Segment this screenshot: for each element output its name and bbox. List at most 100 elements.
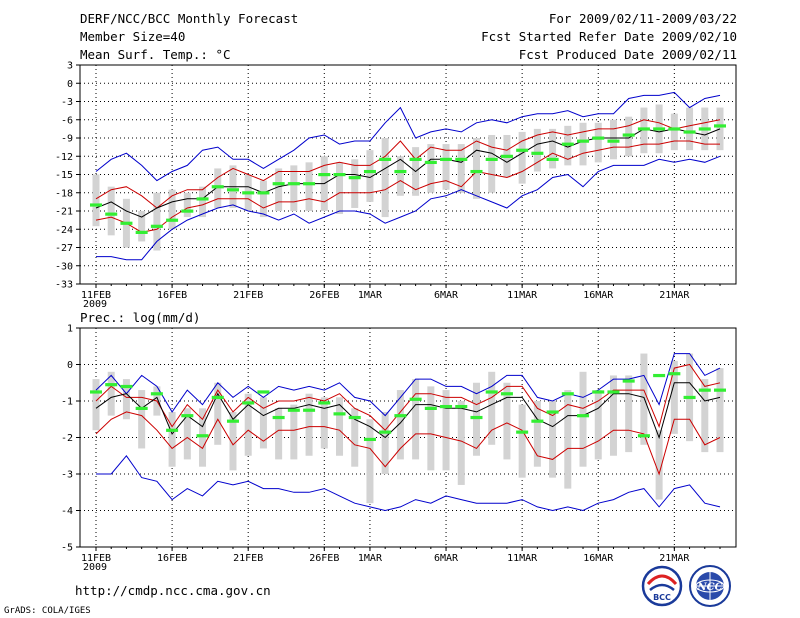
temperature-member-mark bbox=[668, 127, 681, 131]
temperature-member-mark bbox=[242, 191, 255, 195]
temperature-spread-box bbox=[472, 138, 480, 199]
precipitation-member-mark bbox=[500, 392, 513, 396]
precipitation-xtick-label: 16FEB bbox=[157, 553, 187, 564]
temperature-member-mark bbox=[135, 230, 148, 234]
precipitation-member-mark bbox=[226, 419, 239, 423]
precipitation-member-mark bbox=[150, 392, 163, 396]
precipitation-spread-box bbox=[214, 382, 222, 445]
temperature-member-mark bbox=[485, 157, 498, 161]
temperature-ytick-label: -27 bbox=[55, 243, 73, 254]
precipitation-member-mark bbox=[668, 372, 681, 376]
precipitation-spread-box bbox=[488, 371, 496, 445]
temperature-member-mark bbox=[272, 182, 285, 186]
precipitation-member-mark bbox=[211, 395, 224, 400]
precipitation-spread-box bbox=[381, 411, 389, 474]
precipitation-member-mark bbox=[257, 390, 270, 394]
temperature-member-mark bbox=[653, 127, 666, 131]
variable-label: Mean Surf. Temp.: °C bbox=[80, 47, 231, 62]
temperature-spread-box bbox=[107, 186, 115, 236]
precipitation-series-mean bbox=[95, 382, 721, 440]
precipitation-ytick-label: -3 bbox=[61, 470, 73, 481]
precipitation-spread-box bbox=[412, 379, 420, 460]
precipitation-member-mark bbox=[135, 406, 148, 410]
precipitation-spread-box bbox=[259, 397, 267, 449]
precipitation-series-upper bbox=[95, 363, 721, 431]
ncc-logo: NCC bbox=[689, 565, 731, 607]
precipitation-spread-box bbox=[564, 390, 572, 489]
temperature-member-mark bbox=[714, 124, 726, 128]
temperature-member-mark bbox=[363, 169, 376, 174]
precipitation-spread-box bbox=[716, 368, 724, 453]
precipitation-spread-box bbox=[472, 382, 480, 456]
precipitation-spread-box bbox=[366, 419, 374, 504]
temperature-member-mark bbox=[394, 169, 407, 174]
precipitation-member-mark bbox=[348, 415, 361, 420]
precipitation-xtick-label: 26FEB bbox=[309, 553, 339, 564]
temperature-member-mark bbox=[318, 173, 331, 177]
precipitation-spread-box bbox=[594, 390, 602, 460]
precipitation-member-mark bbox=[653, 373, 666, 378]
precipitation-member-mark bbox=[409, 397, 422, 401]
precipitation-member-mark bbox=[546, 410, 559, 414]
precipitation-spread-box bbox=[640, 353, 648, 445]
precipitation-member-mark bbox=[333, 412, 346, 416]
precipitation-spread-box bbox=[92, 379, 100, 431]
precipitation-xtick-label: 21MAR bbox=[659, 553, 690, 564]
precipitation-spread-box bbox=[351, 408, 359, 467]
temperature-series-max bbox=[95, 91, 721, 182]
temperature-member-mark bbox=[90, 203, 102, 207]
precipitation-spread-box bbox=[533, 401, 541, 467]
precipitation-member-mark bbox=[455, 404, 468, 409]
temperature-spread-box bbox=[351, 159, 359, 208]
precipitation-spread-box bbox=[138, 390, 146, 449]
precipitation-spread-box bbox=[442, 390, 450, 471]
precipitation-spread-box bbox=[244, 393, 252, 456]
temperature-xtick-label: 16FEB bbox=[157, 290, 187, 301]
temperature-member-mark bbox=[333, 173, 346, 177]
temperature-spread-box bbox=[305, 162, 313, 211]
precipitation-series-max bbox=[95, 353, 721, 417]
temperature-ytick-label: -18 bbox=[55, 188, 73, 199]
fcst-started-label: Fcst Started Refer Date 2009/02/10 bbox=[481, 29, 737, 44]
precipitation-member-mark bbox=[379, 430, 392, 434]
precipitation-xtick-label: 16MAR bbox=[583, 553, 614, 564]
temperature-y-ticks: 3 0 -3 -6 -9 -12 -15 -18 -21 -24 -27 -30 -33 bbox=[55, 61, 80, 291]
precipitation-member-mark bbox=[485, 390, 498, 394]
precipitation-member-mark bbox=[622, 379, 635, 383]
precipitation-xtick-label: 11MAR bbox=[507, 553, 538, 564]
precipitation-series-lower bbox=[95, 411, 721, 476]
source-url: http://cmdp.ncc.cma.gov.cn bbox=[75, 583, 271, 598]
temperature-spread-box bbox=[533, 128, 541, 172]
figure-title: DERF/NCC/BCC Monthly Forecast bbox=[80, 11, 298, 26]
precipitation-lines bbox=[95, 353, 721, 512]
precipitation-member-mark bbox=[120, 384, 133, 389]
temperature-spread-box bbox=[609, 119, 617, 160]
precipitation-spread-box bbox=[183, 408, 191, 460]
temperature-spread-box bbox=[518, 131, 526, 184]
precipitation-spread-box bbox=[396, 390, 404, 460]
precipitation-spread-box bbox=[670, 360, 678, 434]
temperature-spread-box bbox=[168, 189, 176, 230]
precipitation-member-mark bbox=[196, 434, 209, 438]
temperature-spread-box bbox=[153, 192, 161, 251]
grads-credit: GrADS: COLA/IGES bbox=[4, 606, 91, 616]
precipitation-ytick-label: 1 bbox=[67, 324, 73, 335]
temperature-member-mark bbox=[379, 157, 392, 161]
temperature-xtick-label: 11MAR bbox=[507, 290, 538, 301]
precipitation-spread-box bbox=[229, 411, 237, 471]
precipitation-spread-box bbox=[609, 375, 617, 456]
temperature-ytick-label: -33 bbox=[55, 280, 73, 291]
temperature-member-mark bbox=[546, 157, 559, 161]
member-size-label: Member Size=40 bbox=[80, 29, 185, 44]
temperature-ytick-label: 3 bbox=[67, 61, 73, 72]
precipitation-member-mark bbox=[318, 401, 331, 405]
temperature-member-mark bbox=[516, 148, 529, 152]
precipitation-member-mark bbox=[424, 406, 437, 410]
precipitation-member-mark bbox=[470, 415, 483, 420]
temperature-member-mark bbox=[226, 188, 239, 192]
temperature-member-mark bbox=[196, 197, 209, 201]
temperature-member-mark bbox=[637, 127, 650, 131]
temperature-member-mark bbox=[181, 209, 194, 213]
temperature-member-mark bbox=[531, 151, 544, 155]
temperature-xtick-label: 21FEB bbox=[233, 290, 263, 301]
